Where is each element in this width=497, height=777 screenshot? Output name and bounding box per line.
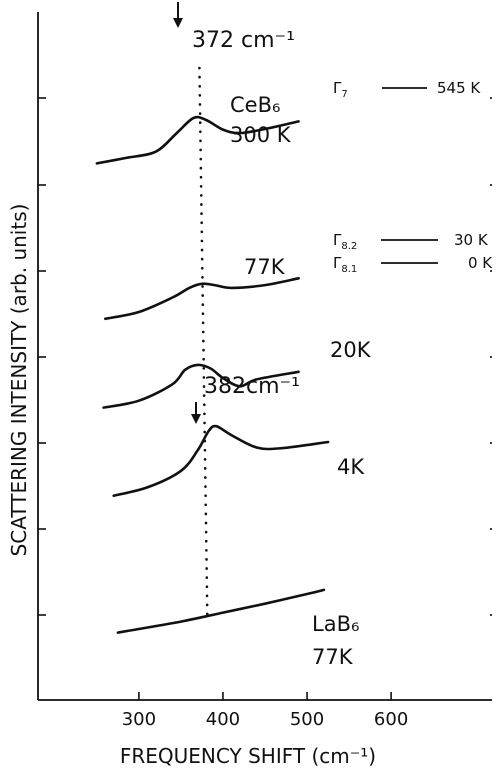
series-line	[105, 278, 298, 319]
level-subscript: 7	[341, 89, 347, 100]
level-symbol: Γ8.2	[333, 231, 357, 252]
y-axis-label: SCATTERING INTENSITY (arb. units)	[7, 204, 31, 557]
sample-label: 77K	[312, 645, 354, 669]
level-symbol: Γ8.1	[333, 254, 357, 275]
series-line	[114, 426, 328, 496]
level-symbol: Γ7	[333, 79, 348, 100]
level-subscript: 8.2	[341, 241, 357, 252]
sample-label: CeB₆	[230, 93, 280, 117]
x-tick-label: 500	[290, 709, 324, 730]
x-tick-label: 300	[122, 709, 156, 730]
y-tick-marks	[38, 98, 492, 615]
level-energy: 30 K	[454, 231, 489, 249]
sample-label: 20K	[330, 338, 372, 362]
energy-levels: Γ7 545 K Γ8.2 30 K Γ8.1 0 K	[333, 79, 493, 275]
annotations: 372 cm⁻¹ 382cm⁻¹	[173, 2, 300, 424]
level-energy: 545 K	[437, 79, 481, 97]
annotation-label: 382cm⁻¹	[204, 374, 300, 399]
annotation-arrowhead	[173, 18, 183, 28]
sample-label: 300 K	[230, 123, 292, 147]
annotation-label: 372 cm⁻¹	[192, 28, 295, 53]
level-energy: 0 K	[468, 254, 493, 272]
sample-label: 4K	[337, 455, 365, 479]
sample-label: 77K	[244, 255, 286, 279]
x-tick-label: 600	[374, 709, 408, 730]
x-axis-label: FREQUENCY SHIFT (cm⁻¹)	[120, 744, 376, 768]
annotation-arrowhead	[191, 414, 201, 424]
sample-label: LaB₆	[312, 612, 359, 636]
x-tick-label: 400	[206, 709, 240, 730]
x-axis: 300 400 500 600	[122, 692, 409, 730]
dotted-reference-line	[199, 68, 207, 622]
series-line	[118, 590, 324, 633]
level-subscript: 8.1	[341, 264, 357, 275]
